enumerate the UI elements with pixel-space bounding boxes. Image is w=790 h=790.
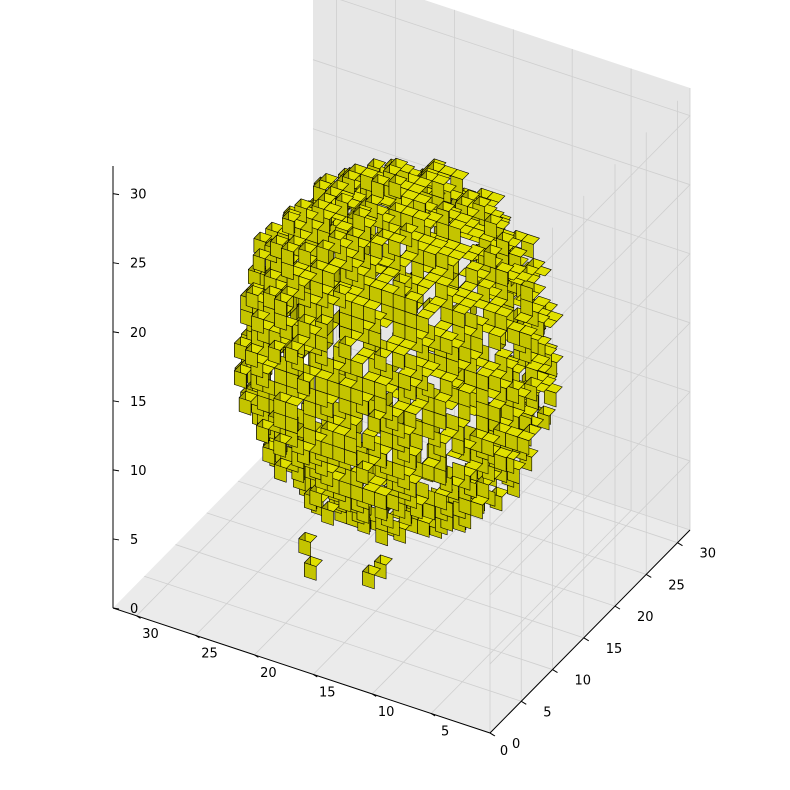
grid-line xyxy=(175,544,553,670)
pane-floor xyxy=(113,405,690,733)
z-tick xyxy=(112,607,120,610)
z-tick xyxy=(112,400,120,403)
voxel-side-face xyxy=(536,411,550,431)
z-tick xyxy=(112,469,120,472)
voxel-side-face xyxy=(493,428,506,448)
grid-line xyxy=(312,59,691,186)
grid-line xyxy=(430,510,632,714)
grid-line xyxy=(237,480,616,607)
grid-line xyxy=(489,391,691,596)
voxel xyxy=(516,430,536,455)
grid-line xyxy=(489,460,691,665)
y-axis-line xyxy=(489,529,691,734)
tick-marks xyxy=(112,193,683,737)
x-tick xyxy=(195,634,200,639)
y-tick xyxy=(645,573,652,578)
x-axis-line xyxy=(112,607,491,734)
voxel xyxy=(521,234,540,259)
y-tick xyxy=(520,700,527,705)
x-tick xyxy=(136,615,141,619)
grid-line xyxy=(144,575,522,702)
y-tick xyxy=(583,637,590,642)
z-tick xyxy=(112,193,120,196)
z-tick xyxy=(112,538,120,541)
voxel xyxy=(476,474,496,500)
voxel xyxy=(493,447,513,472)
grid-line xyxy=(371,490,573,695)
z-tick xyxy=(112,262,120,265)
y-tick xyxy=(552,669,558,673)
voxel xyxy=(536,405,556,431)
voxel-side-face xyxy=(469,434,483,454)
voxel xyxy=(487,398,507,424)
z-tick xyxy=(112,331,120,334)
voxel xyxy=(434,485,454,511)
voxel xyxy=(505,426,524,452)
voxel-cloud xyxy=(234,157,564,590)
x-tick xyxy=(254,654,259,658)
voxel xyxy=(514,312,533,324)
x-tick xyxy=(313,673,318,678)
voxel xyxy=(507,321,526,346)
voxel-top-face xyxy=(514,312,533,324)
x-tick xyxy=(430,713,436,717)
y-tick xyxy=(614,605,621,610)
grid-line xyxy=(340,0,691,117)
x-tick xyxy=(371,693,377,697)
grid-line xyxy=(206,512,584,639)
y-tick xyxy=(677,542,683,547)
grid-line xyxy=(312,128,691,255)
axis-lines xyxy=(112,166,691,734)
y-tick xyxy=(489,732,496,737)
